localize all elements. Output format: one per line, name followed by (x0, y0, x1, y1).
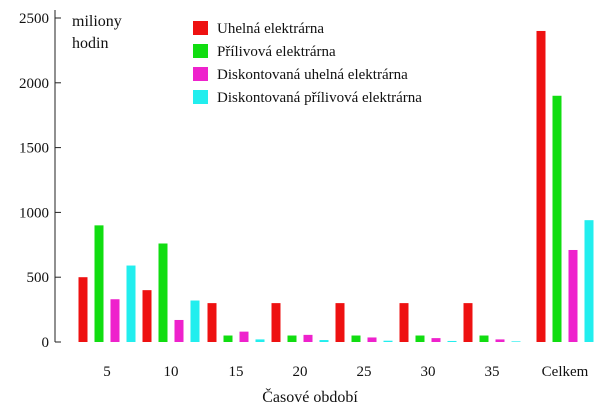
bar-10-series-1 (142, 290, 152, 342)
x-tick-label: 10 (164, 364, 179, 380)
y-axis: 0 500 1000 1500 2000 2500 (19, 10, 61, 351)
bar-25-series-1 (335, 303, 345, 342)
bar-30-series-4 (447, 340, 457, 342)
bar-35-series-2 (479, 335, 489, 342)
bar-15-series-1 (207, 303, 217, 342)
bar-35-series-1 (463, 303, 473, 342)
x-tick-label: 5 (103, 364, 111, 380)
bar-30-series-3 (431, 338, 441, 342)
bar-10-series-3 (174, 319, 184, 342)
x-axis: 5 10 15 20 25 30 35 Celkem (103, 364, 588, 380)
bar-Celkem-series-1 (536, 30, 546, 343)
bar-10-series-2 (158, 243, 168, 342)
legend-label: Uhelná elektrárna (217, 21, 324, 37)
bar-25-series-4 (383, 340, 393, 342)
y-tick-label: 0 (42, 335, 50, 351)
bar-Celkem-series-4 (584, 220, 594, 342)
y-tick-label: 1000 (19, 205, 49, 221)
bar-15-series-4 (255, 339, 265, 342)
bars (78, 30, 594, 343)
bar-10-series-4 (190, 300, 200, 342)
x-tick-label: 15 (229, 364, 244, 380)
legend-swatch (193, 90, 208, 104)
bar-5-series-4 (126, 265, 136, 342)
y-axis-label-line-2: hodin (72, 35, 108, 52)
x-tick-label: 35 (485, 364, 500, 380)
bar-15-series-2 (223, 335, 233, 342)
legend: Uhelná elektrárna Přílivová elektrárna Dis… (193, 21, 422, 106)
bar-15-series-3 (239, 331, 249, 342)
bar-5-series-3 (110, 299, 120, 342)
x-axis-label: Časové období (262, 387, 358, 406)
legend-label: Přílivová elektrárna (217, 44, 336, 60)
x-tick-label: Celkem (542, 364, 589, 380)
bar-20-series-1 (271, 303, 281, 342)
y-tick-label: 2500 (19, 11, 49, 27)
legend-label: Diskontovaná přílivová elektrárna (217, 90, 422, 106)
bar-25-series-3 (367, 337, 377, 342)
bar-35-series-3 (495, 339, 505, 342)
legend-swatch (193, 67, 208, 81)
x-tick-label: 20 (293, 364, 308, 380)
bar-20-series-3 (303, 334, 313, 342)
bar-20-series-4 (319, 340, 329, 342)
x-tick-label: 25 (357, 364, 372, 380)
bar-30-series-1 (399, 303, 409, 342)
legend-swatch (193, 44, 208, 58)
bar-Celkem-series-2 (552, 95, 562, 342)
bar-5-series-1 (78, 277, 88, 342)
y-axis-label-line-1: miliony (72, 13, 122, 30)
bar-Celkem-series-3 (568, 249, 578, 342)
legend-label: Diskontovaná uhelná elektrárna (217, 67, 408, 83)
bar-35-series-4 (511, 341, 521, 342)
legend-swatch (193, 21, 208, 35)
bar-30-series-2 (415, 335, 425, 342)
y-tick-label: 2000 (19, 76, 49, 92)
x-tick-label: 30 (421, 364, 436, 380)
bar-5-series-2 (94, 225, 104, 342)
bar-20-series-2 (287, 335, 297, 342)
y-tick-label: 1500 (19, 141, 49, 157)
bar-25-series-2 (351, 335, 361, 342)
y-tick-label: 500 (27, 270, 50, 286)
